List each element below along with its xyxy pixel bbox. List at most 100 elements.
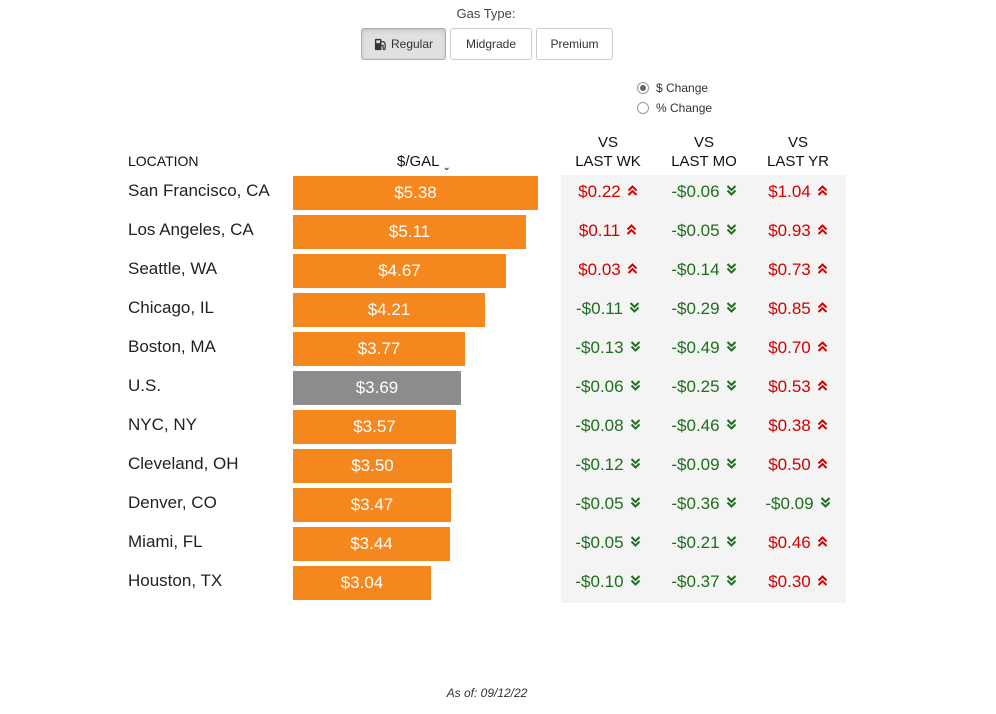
- location-label: Los Angeles, CA: [128, 220, 254, 239]
- last-week-change-value: -$0.10: [575, 572, 624, 591]
- double-chevron-up-icon: [817, 302, 827, 313]
- price-column-header-label: $/GAL: [397, 153, 440, 170]
- last-week-change-cell: -$0.08: [558, 416, 658, 436]
- last-year-change-cell: $0.85: [748, 299, 848, 319]
- percent-change-label: % Change: [656, 101, 713, 115]
- last-week-change-cell: $0.11: [558, 221, 658, 241]
- table-row: U.S. $3.69 -$0.06 -$0.25 $0.53: [0, 369, 996, 408]
- gas-pump-icon: [374, 38, 386, 50]
- price-bar: $3.04: [293, 566, 431, 600]
- table-row: Seattle, WA $4.67 $0.03 -$0.14 $0.73: [0, 252, 996, 291]
- price-bar: $4.21: [293, 293, 485, 327]
- last-year-change-cell: $0.70: [748, 338, 848, 358]
- table-row: Cleveland, OH $3.50 -$0.12 -$0.09 $0.50: [0, 447, 996, 486]
- last-year-change-value: $0.73: [768, 260, 811, 279]
- last-year-change-value: $0.50: [768, 455, 811, 474]
- last-week-change-value: -$0.08: [575, 416, 624, 435]
- price-bar-label: $4.67: [378, 261, 421, 280]
- double-chevron-down-icon: [726, 185, 736, 196]
- double-chevron-down-icon: [726, 536, 736, 547]
- dollar-change-option[interactable]: $ Change: [637, 78, 712, 98]
- last-week-change-cell: $0.03: [558, 260, 658, 280]
- premium-button-label: Premium: [550, 37, 599, 51]
- last-month-column-header: VS LAST MO: [654, 133, 754, 171]
- price-bar: $3.44: [293, 527, 450, 561]
- last-month-change-cell: -$0.49: [654, 338, 754, 358]
- double-chevron-down-icon: [726, 263, 736, 274]
- last-week-change-cell: $0.22: [558, 182, 658, 202]
- location-label: Miami, FL: [128, 532, 203, 551]
- price-bar-label: $3.50: [351, 456, 394, 475]
- dollar-change-label: $ Change: [656, 81, 709, 95]
- gas-type-label: Gas Type:: [456, 6, 516, 21]
- price-bar: $5.11: [293, 215, 526, 249]
- last-week-header-line2: LAST WK: [575, 153, 641, 170]
- last-year-header-line1: VS: [787, 134, 808, 151]
- last-month-change-cell: -$0.29: [654, 299, 754, 319]
- price-bar-label: $3.77: [357, 339, 401, 358]
- double-chevron-up-icon: [817, 263, 827, 274]
- double-chevron-up-icon: [627, 263, 637, 274]
- location-label: Boston, MA: [128, 337, 216, 356]
- percent-change-radio[interactable]: [637, 102, 649, 114]
- last-year-change-value: $0.93: [768, 221, 811, 240]
- last-year-change-cell: $0.46: [748, 533, 848, 553]
- double-chevron-down-icon: [726, 497, 736, 508]
- double-chevron-down-icon: [726, 380, 736, 391]
- last-month-change-value: -$0.05: [671, 221, 720, 240]
- last-week-change-cell: -$0.12: [558, 455, 658, 475]
- price-bar-label: $3.47: [350, 495, 394, 514]
- price-bar-label: $3.44: [350, 534, 393, 553]
- double-chevron-down-icon: [726, 575, 736, 586]
- price-bar-label: $5.38: [394, 183, 437, 202]
- last-year-header-line2: LAST YR: [767, 153, 829, 170]
- last-week-change-value: -$0.05: [575, 533, 624, 552]
- double-chevron-down-icon: [629, 302, 640, 313]
- table-row: Miami, FL $3.44 -$0.05 -$0.21 $0.46: [0, 525, 996, 564]
- last-month-change-cell: -$0.25: [654, 377, 754, 397]
- double-chevron-up-icon: [817, 185, 827, 196]
- midgrade-button[interactable]: Midgrade: [450, 28, 532, 60]
- last-week-change-value: -$0.11: [576, 299, 623, 318]
- regular-button[interactable]: Regular: [361, 28, 446, 60]
- double-chevron-down-icon: [726, 341, 736, 352]
- last-week-change-value: -$0.06: [575, 377, 624, 396]
- last-year-change-cell: $0.38: [748, 416, 848, 436]
- table-row: San Francisco, CA $5.38 $0.22 -$0.06 $1.04: [0, 174, 996, 213]
- location-label: Houston, TX: [128, 571, 223, 590]
- last-month-change-value: -$0.06: [671, 182, 720, 201]
- double-chevron-down-icon: [630, 575, 640, 586]
- last-year-change-value: $0.46: [768, 533, 811, 552]
- double-chevron-down-icon: [726, 458, 736, 469]
- last-year-column-header: VS LAST YR: [748, 133, 848, 171]
- last-month-header-line2: LAST MO: [671, 153, 737, 170]
- premium-button[interactable]: Premium: [536, 28, 613, 60]
- last-year-change-cell: $0.50: [748, 455, 848, 475]
- price-column-header[interactable]: $/GAL ⌄: [397, 153, 451, 173]
- location-label: NYC, NY: [128, 415, 197, 434]
- location-label: U.S.: [128, 376, 162, 395]
- last-month-header-line1: VS: [693, 134, 714, 151]
- percent-change-option[interactable]: % Change: [637, 98, 712, 118]
- price-bar: $4.67: [293, 254, 506, 288]
- midgrade-button-label: Midgrade: [465, 37, 517, 51]
- last-week-change-cell: -$0.06: [558, 377, 658, 397]
- last-week-change-value: $0.11: [578, 221, 621, 240]
- double-chevron-down-icon: [726, 419, 736, 430]
- price-bar: $3.47: [293, 488, 451, 522]
- double-chevron-up-icon: [817, 341, 827, 352]
- dollar-change-radio[interactable]: [637, 82, 649, 94]
- double-chevron-up-icon: [626, 224, 637, 235]
- table-row: NYC, NY $3.57 -$0.08 -$0.46 $0.38: [0, 408, 996, 447]
- last-week-change-cell: -$0.11: [558, 299, 658, 319]
- table-row: Boston, MA $3.77 -$0.13 -$0.49 $0.70: [0, 330, 996, 369]
- double-chevron-down-icon: [726, 224, 736, 235]
- double-chevron-down-icon: [726, 302, 736, 313]
- location-label: Seattle, WA: [128, 259, 218, 278]
- last-week-change-cell: -$0.10: [558, 572, 658, 592]
- last-week-change-value: $0.03: [578, 260, 621, 279]
- last-week-change-cell: -$0.05: [558, 533, 658, 553]
- last-year-change-value: $0.53: [768, 377, 811, 396]
- price-bar: $3.77: [293, 332, 465, 366]
- double-chevron-down-icon: [630, 458, 640, 469]
